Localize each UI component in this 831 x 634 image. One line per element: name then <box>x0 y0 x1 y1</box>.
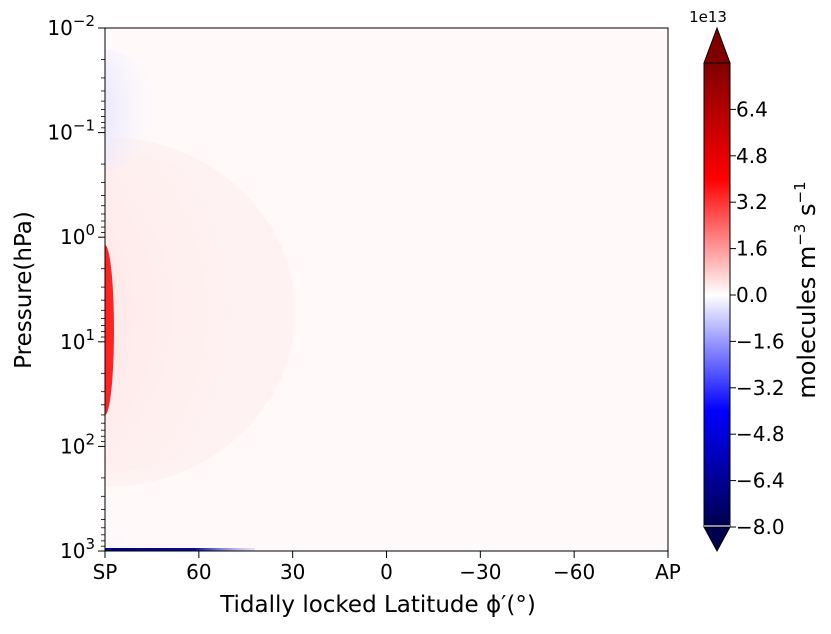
x-tick-label: 0 <box>380 560 393 584</box>
x-tick-label: AP <box>655 560 681 584</box>
x-tick-label: SP <box>93 560 118 584</box>
negative-anomaly-lower <box>105 506 150 551</box>
colorbar-extend-top <box>703 26 731 64</box>
x-tick-label: −30 <box>459 560 501 584</box>
heatmap-field <box>105 50 295 551</box>
colorbar-ticks: 6.4 4.8 3.2 1.6 0.0 −1.6 −3.2 −4.8 −6.4 −8.0 <box>730 97 785 539</box>
colorbar-tick-label: −1.6 <box>736 329 785 353</box>
colorbar-gradient <box>704 63 730 527</box>
y-tick-label: 10−1 <box>47 117 95 145</box>
positive-anomaly-core <box>105 245 114 415</box>
colorbar-tick-label: 4.8 <box>736 144 768 168</box>
x-tick-label: 60 <box>186 560 211 584</box>
x-tick-label: −60 <box>553 560 595 584</box>
colorbar-tick-label: 1.6 <box>736 237 768 261</box>
y-tick-label: 10−2 <box>47 12 95 40</box>
colorbar: 6.4 4.8 3.2 1.6 0.0 −1.6 −3.2 −4.8 −6.4 −8.0 1e13… <box>689 8 821 553</box>
colorbar-label: molecules m−3 s−1 <box>791 181 821 398</box>
y-tick-label: 103 <box>60 535 95 563</box>
negative-anomaly-upper <box>105 50 160 170</box>
colorbar-tick-label: −6.4 <box>736 469 785 493</box>
colorbar-tick-label: 6.4 <box>736 97 768 121</box>
negative-anomaly-surface <box>105 548 255 551</box>
colorbar-label-exp2: −1 <box>791 181 809 203</box>
positive-anomaly-region <box>105 152 280 472</box>
y-tick-label: 101 <box>60 326 95 354</box>
colorbar-tick-label: 3.2 <box>736 190 768 214</box>
x-axis-title: Tidally locked Latitude ϕ′(°) <box>219 592 536 618</box>
x-axis: SP 60 30 0 −30 −60 AP <box>93 551 681 584</box>
y-minor-ticks <box>101 59 105 547</box>
colorbar-tick-label: 0.0 <box>736 283 768 307</box>
colorbar-tick-label: −3.2 <box>736 376 785 400</box>
colorbar-tick-label: −4.8 <box>736 422 785 446</box>
colorbar-scale-note: 1e13 <box>689 8 727 26</box>
x-tick-label: 30 <box>280 560 305 584</box>
y-axis: 10−2 10−1 100 101 102 103 <box>47 12 105 563</box>
colorbar-label-exp1: −3 <box>791 224 809 246</box>
colorbar-tick-label: −8.0 <box>736 515 785 539</box>
colorbar-extend-bottom <box>703 526 731 553</box>
y-tick-label: 100 <box>60 221 95 249</box>
colorbar-label-mid: s <box>793 204 821 224</box>
y-tick-label: 102 <box>60 430 95 458</box>
colorbar-label-text: molecules m <box>793 246 821 399</box>
y-axis-title: Pressure(hPa) <box>11 211 37 369</box>
